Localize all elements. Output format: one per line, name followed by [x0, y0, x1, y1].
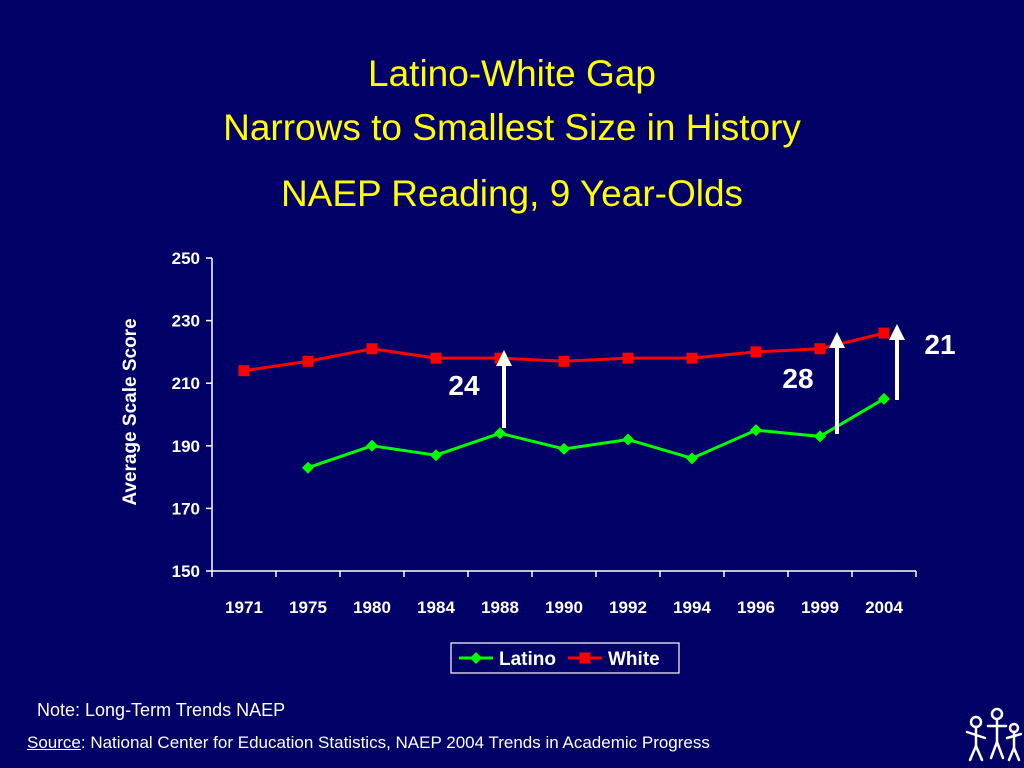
legend-label-white: White — [608, 649, 660, 670]
x-tick-label: 2004 — [865, 598, 903, 617]
chart-title-line-2: Narrows to Smallest Size in History — [223, 107, 801, 148]
x-tick-label: 1988 — [481, 598, 519, 617]
x-tick-label: 1992 — [609, 598, 647, 617]
y-tick-label: 250 — [172, 249, 200, 268]
gap-arrow-head — [829, 332, 845, 348]
data-point-latino — [622, 433, 634, 446]
y-axis-label: Average Scale Score — [120, 318, 141, 505]
data-point-latino — [366, 439, 378, 452]
gap-arrow-head — [889, 324, 905, 340]
legend-marker-latino — [470, 652, 482, 664]
data-point-white — [366, 343, 378, 355]
gap-label: 21 — [924, 329, 955, 360]
data-point-white — [878, 327, 890, 339]
x-tick-label: 1994 — [673, 598, 711, 617]
data-point-white — [622, 352, 634, 364]
data-point-latino — [750, 424, 762, 437]
data-point-white — [558, 355, 570, 367]
gap-arrow-head — [496, 350, 512, 366]
x-tick-label: 1996 — [737, 598, 775, 617]
note-text: Note: Long-Term Trends NAEP — [37, 700, 286, 720]
y-tick-label: 170 — [172, 499, 200, 518]
legend-box — [450, 642, 680, 674]
x-tick-label: 1980 — [353, 598, 391, 617]
x-tick-label: 1999 — [801, 598, 839, 617]
y-tick-label: 150 — [172, 562, 200, 581]
source-description: : National Center for Education Statisti… — [80, 733, 710, 752]
chart-title-line-1: Latino-White Gap — [368, 53, 656, 94]
x-tick-label: 1984 — [417, 598, 455, 617]
data-point-latino — [302, 461, 314, 474]
data-point-latino — [878, 392, 890, 405]
gap-label: 24 — [448, 370, 480, 401]
source-label: Source — [27, 733, 81, 752]
stick-figures-logo-icon — [965, 707, 1022, 762]
x-tick-label: 1975 — [289, 598, 327, 617]
data-point-latino — [686, 452, 698, 465]
data-point-latino — [494, 427, 506, 440]
data-point-latino — [558, 442, 570, 455]
data-point-white — [750, 346, 762, 358]
data-point-white — [238, 365, 250, 377]
chart-subtitle: NAEP Reading, 9 Year-Olds — [280, 173, 744, 214]
data-point-white — [686, 352, 698, 364]
y-tick-label: 230 — [172, 312, 200, 331]
series-line-latino — [307, 397, 885, 470]
data-point-white — [302, 355, 314, 367]
data-point-white — [814, 343, 826, 355]
y-tick-label: 190 — [172, 437, 200, 456]
source-text: Source: National Center for Education St… — [27, 733, 710, 753]
y-tick-label: 210 — [172, 374, 200, 393]
gap-label: 28 — [782, 363, 813, 394]
data-point-latino — [430, 449, 442, 462]
data-point-white — [430, 352, 442, 364]
legend-marker-white — [579, 652, 591, 664]
data-point-latino — [814, 430, 826, 443]
x-tick-label: 1990 — [545, 598, 583, 617]
x-tick-label: 1971 — [225, 598, 263, 617]
legend-label-latino: Latino — [499, 649, 556, 670]
